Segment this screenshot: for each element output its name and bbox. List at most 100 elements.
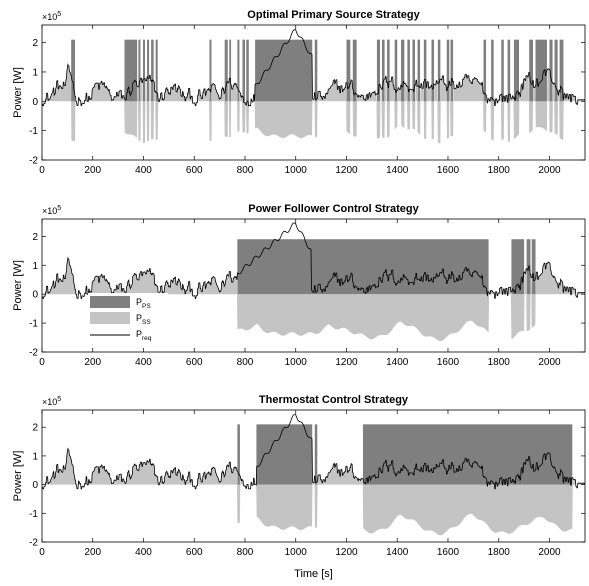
ps-segment	[437, 39, 441, 102]
x-tick-label: 800	[237, 165, 254, 176]
y-exponent-label: ×105	[42, 11, 61, 22]
x-tick-label: 400	[135, 357, 152, 368]
ps-segment	[352, 39, 357, 102]
legend-swatch	[90, 312, 130, 324]
ps-segment	[314, 39, 318, 102]
ps-segment	[431, 39, 435, 102]
x-tick-label: 400	[135, 547, 152, 558]
legend-label: PPS	[136, 297, 151, 310]
x-tick-label: 2000	[538, 165, 561, 176]
y-tick-label: 0	[32, 480, 38, 491]
ps-segment	[142, 39, 146, 102]
ps-segment	[246, 39, 249, 102]
chart-title: Optimal Primary Source Strategy	[247, 9, 420, 21]
y-tick-label: -2	[29, 538, 38, 549]
y-tick-label: -1	[29, 126, 38, 137]
y-tick-label: 2	[32, 38, 38, 49]
x-tick-label: 200	[84, 165, 101, 176]
x-tick-label: 1800	[488, 357, 511, 368]
ps-segment	[346, 39, 351, 102]
y-tick-label: 0	[32, 290, 38, 301]
ps-segment	[229, 39, 232, 102]
ps-segment	[237, 39, 240, 102]
ps-segment	[382, 39, 385, 102]
x-tick-label: 400	[135, 165, 152, 176]
x-tick-label: 1600	[437, 165, 460, 176]
x-tick-label: 0	[39, 357, 45, 368]
preq-line	[42, 29, 585, 107]
x-tick-label: 200	[84, 547, 101, 558]
y-exponent-label: ×105	[42, 396, 61, 407]
panel-3: 0 200 400 600 800 1000 1200 1400 1600 1800 2000 -2 -…	[12, 394, 586, 580]
axes-box	[41, 24, 586, 161]
x-tick-label: 2000	[538, 547, 561, 558]
panel-2: 0 200 400 600 800 1000 1200 1400 1600 1800 2000 -2 -…	[12, 203, 586, 368]
ps-segment	[237, 239, 489, 295]
y-tick-label: -1	[29, 319, 38, 330]
plot-area	[42, 29, 585, 144]
ps-segment	[209, 39, 212, 102]
x-tick-label: 1800	[488, 165, 511, 176]
x-tick-label: 600	[186, 547, 203, 558]
ps-segment	[446, 39, 450, 102]
legend-label: Preq	[136, 329, 152, 342]
ps-segment	[147, 39, 150, 102]
plot-area	[42, 222, 585, 342]
ps-segment	[155, 39, 158, 102]
ps-segment	[256, 424, 313, 485]
x-tick-label: 600	[186, 357, 203, 368]
axes-box	[41, 218, 586, 353]
y-axis-label: Power [W]	[12, 451, 24, 502]
axes-box	[41, 409, 586, 543]
ps-segment	[417, 39, 421, 102]
y-exponent-label: ×105	[42, 205, 61, 216]
x-tick-label: 1000	[285, 357, 308, 368]
ps-segment	[237, 424, 240, 485]
x-tick-label: 1200	[335, 357, 358, 368]
y-tick-label: -1	[29, 509, 38, 520]
ps-segment	[376, 39, 380, 102]
x-tick-label: 800	[237, 357, 254, 368]
ps-segment	[314, 424, 318, 485]
x-axis-label: Time [s]	[294, 568, 333, 580]
ps-segment	[124, 39, 138, 102]
ps-segment	[387, 39, 390, 102]
x-tick-label: 1400	[386, 165, 409, 176]
legend-swatch	[90, 296, 130, 308]
y-axis-label: Power [W]	[12, 67, 24, 118]
y-tick-label: 1	[32, 67, 38, 78]
x-tick-label: 600	[186, 165, 203, 176]
ps-segment	[549, 39, 553, 102]
ps-segment	[501, 39, 504, 102]
preq-line	[42, 222, 585, 299]
y-axis-label: Power [W]	[12, 260, 24, 311]
x-tick-label: 1000	[285, 547, 308, 558]
x-tick-label: 1600	[437, 357, 460, 368]
ps-segment	[401, 39, 405, 102]
y-tick-label: -2	[29, 156, 38, 167]
ps-segment	[255, 39, 313, 102]
x-tick-label: 1400	[386, 357, 409, 368]
ps-segment	[450, 39, 454, 102]
ss-area	[42, 257, 585, 342]
ps-segment	[507, 39, 511, 102]
x-tick-label: 200	[84, 357, 101, 368]
ps-segment	[362, 424, 573, 485]
ps-segment	[423, 39, 427, 102]
ps-segment	[242, 39, 245, 102]
ps-segment	[535, 39, 547, 102]
x-tick-label: 800	[237, 547, 254, 558]
plot-area	[42, 414, 585, 536]
ps-segment	[529, 39, 533, 102]
ps-segment	[138, 39, 141, 102]
ps-segment	[412, 39, 415, 102]
x-tick-label: 1200	[335, 165, 358, 176]
chart-title: Power Follower Control Strategy	[248, 203, 419, 215]
ps-segment	[513, 39, 520, 102]
y-tick-label: 0	[32, 97, 38, 108]
x-tick-label: 0	[39, 547, 45, 558]
y-tick-label: -2	[29, 348, 38, 359]
ps-segment	[511, 239, 525, 295]
ps-segment	[554, 39, 558, 102]
